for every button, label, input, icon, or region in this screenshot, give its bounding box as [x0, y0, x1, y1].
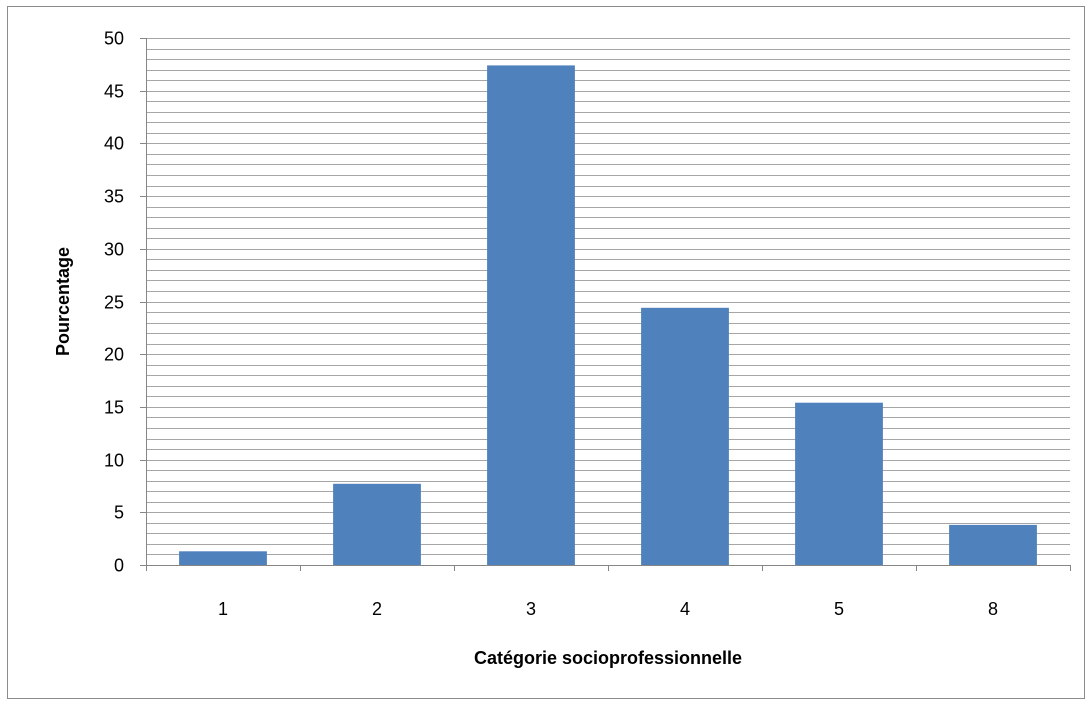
y-tick-label: 25 [104, 293, 124, 313]
y-tick-label: 0 [114, 556, 124, 576]
y-tick-label: 35 [104, 187, 124, 207]
x-tick-labels: 1 2 3 4 5 8 [218, 599, 998, 619]
y-axis-title: Pourcentage [53, 247, 73, 356]
bar-series [179, 65, 1037, 566]
y-tick-label: 45 [104, 82, 124, 102]
bar-2 [333, 483, 421, 565]
y-tick-label: 10 [104, 451, 124, 471]
bar-4 [641, 307, 729, 565]
y-tick-label: 50 [104, 29, 124, 49]
y-tick-labels: 0 5 10 15 20 25 30 35 40 45 50 [104, 29, 124, 576]
x-tick-label: 2 [372, 599, 382, 619]
x-tick-label: 8 [988, 599, 998, 619]
bar-8 [949, 524, 1037, 565]
y-tick-label: 15 [104, 398, 124, 418]
x-tick-label: 3 [526, 599, 536, 619]
y-tick-label: 5 [114, 503, 124, 523]
x-tick-label: 5 [834, 599, 844, 619]
bar-5 [795, 402, 883, 565]
grid-lines [146, 38, 1070, 555]
y-tick-label: 30 [104, 240, 124, 260]
bar-3 [487, 65, 575, 566]
y-tick-label: 20 [104, 345, 124, 365]
y-tick-label: 40 [104, 134, 124, 154]
axes [140, 38, 1071, 571]
bar-1 [179, 551, 267, 565]
x-tick-label: 4 [680, 599, 690, 619]
x-tick-label: 1 [218, 599, 228, 619]
x-axis-title: Catégorie socioprofessionnelle [474, 648, 742, 668]
